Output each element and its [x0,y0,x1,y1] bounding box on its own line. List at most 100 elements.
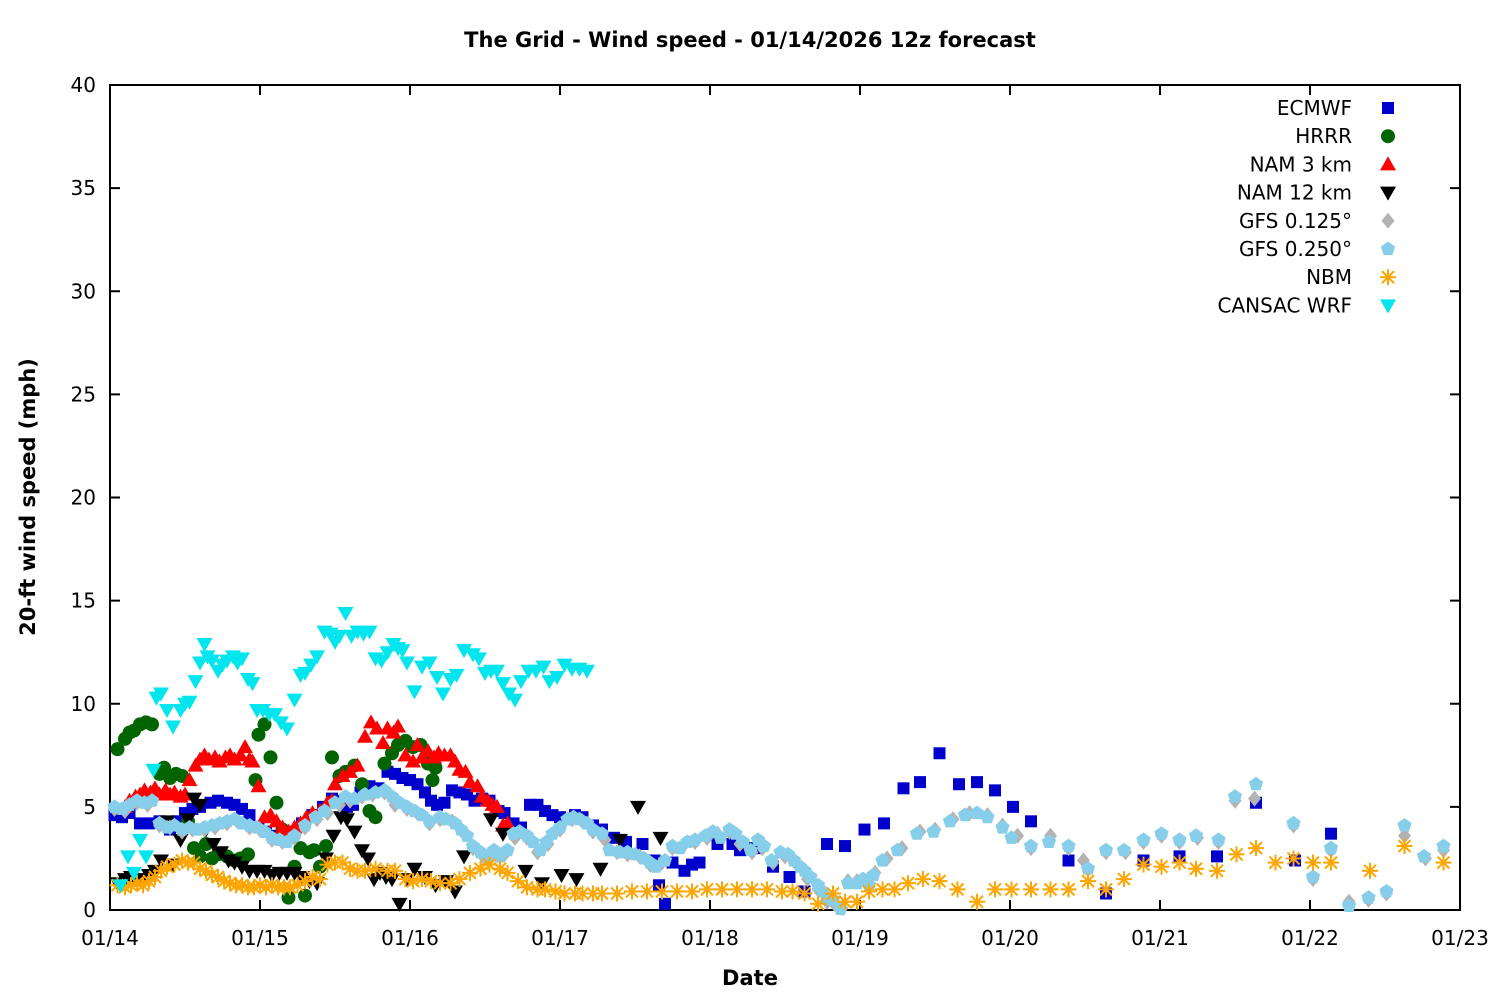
data-point-nbm [1396,838,1413,855]
data-point-nbm [1003,881,1020,898]
data-point-cansac-wrf [234,652,250,667]
data-point-nbm [744,881,760,898]
data-point-cansac-wrf [112,879,129,894]
legend-marker [1380,186,1396,201]
data-point-nam-3-km [349,757,366,772]
data-point-gfs-0-250- [1379,883,1394,898]
y-tick-label: 5 [83,795,96,819]
data-point-gfs-0-250- [1211,832,1226,846]
data-point-cansac-wrf [286,693,303,708]
legend-marker [1380,241,1396,256]
data-point-cansac-wrf [448,668,465,683]
data-point-ecmwf [1211,850,1223,863]
data-point-nam-12-km [652,831,669,846]
data-point-cansac-wrf [361,625,378,640]
data-point-nam-12-km [192,798,208,813]
data-point-nam-3-km [327,776,343,791]
data-point-nam-12-km [256,864,273,879]
data-point-nam-3-km [369,720,385,735]
data-point-gfs-0-125- [1248,790,1261,807]
data-point-ecmwf [243,809,256,822]
data-point-gfs-0-250- [1023,838,1039,853]
data-point-gfs-0-250- [422,813,437,828]
data-point-nam-3-km [390,718,406,733]
legend-label: ECMWF [1277,96,1352,120]
data-point-gfs-0-250- [525,834,541,849]
legend-label: NBM [1306,265,1352,289]
data-point-gfs-0-250- [1361,890,1376,904]
data-point-cansac-wrf [309,650,325,665]
data-point-nbm [357,862,373,879]
legend-label: GFS 0.250° [1239,237,1352,261]
legend-label: NAM 12 km [1237,181,1352,205]
data-point-nam-12-km [630,800,646,815]
data-point-hrrr [263,750,278,765]
data-point-nam-12-km [483,813,499,828]
data-point-gfs-0-250- [969,805,985,820]
data-point-nbm [510,873,526,890]
data-point-nam-12-km [406,862,423,877]
data-point-nbm [1323,854,1339,871]
data-point-nbm [915,871,931,888]
data-point-gfs-0-250- [687,832,703,846]
data-point-cansac-wrf [303,658,319,673]
data-point-gfs-0-250- [317,803,332,818]
data-point-hrrr [307,843,321,858]
data-point-ecmwf [914,776,926,789]
data-point-ecmwf [438,796,451,809]
data-point-gfs-0-250- [875,853,890,867]
data-point-nbm [312,871,328,888]
data-point-hrrr [325,750,339,765]
data-point-nam-3-km [457,763,474,778]
data-point-gfs-0-250- [1227,789,1243,803]
data-point-nbm [342,860,358,877]
data-point-nbm [1060,881,1077,898]
data-point-nam-12-km [205,838,222,852]
data-point-nam-12-km [354,844,370,859]
data-point-nbm [574,885,591,902]
data-point-nbm [654,883,670,900]
legend-label: NAM 3 km [1250,152,1352,176]
data-point-gfs-0-250- [1098,842,1114,857]
data-point-nam-3-km [409,737,426,751]
data-point-nam-12-km [568,873,585,888]
data-point-gfs-0-250- [1416,848,1432,863]
data-point-nam-12-km [180,813,196,828]
data-point-gfs-0-250- [1004,830,1019,844]
data-point-nam-12-km [226,856,243,871]
data-point-cansac-wrf [399,656,415,671]
data-point-gfs-0-250- [1305,869,1321,884]
data-point-gfs-0-250- [926,824,941,838]
data-point-nbm [282,879,298,896]
data-point-cansac-wrf [120,850,136,865]
x-tick-label: 01/14 [81,926,139,950]
data-point-nam-12-km [213,846,229,861]
data-point-nam-3-km [181,772,198,787]
x-tick-label: 01/19 [831,926,889,950]
data-point-hrrr [241,847,255,862]
data-point-nam-3-km [244,753,261,768]
data-point-cansac-wrf [406,685,423,700]
x-tick-label: 01/15 [231,926,289,950]
x-tick-label: 01/18 [681,926,739,950]
data-point-nbm [594,885,610,902]
data-point-nbm [849,893,865,910]
data-point-ecmwf [693,856,706,869]
data-point-nam-3-km [250,778,267,793]
x-tick-label: 01/23 [1431,926,1489,950]
data-point-nam-3-km [237,739,253,754]
data-point-gfs-0-250- [657,853,673,867]
x-axis-label: Date [722,966,778,990]
data-point-nbm [624,883,640,900]
data-point-cansac-wrf [159,703,175,718]
data-point-gfs-0-125- [1398,827,1411,844]
data-point-ecmwf [1062,854,1075,867]
data-point-ecmwf [858,823,871,836]
data-point-gfs-0-250- [500,842,515,857]
legend-marker [1382,102,1394,114]
data-point-hrrr [298,888,312,903]
data-point-nbm [1435,854,1452,871]
data-point-gfs-0-250- [287,828,302,842]
data-point-ecmwf [134,817,146,830]
